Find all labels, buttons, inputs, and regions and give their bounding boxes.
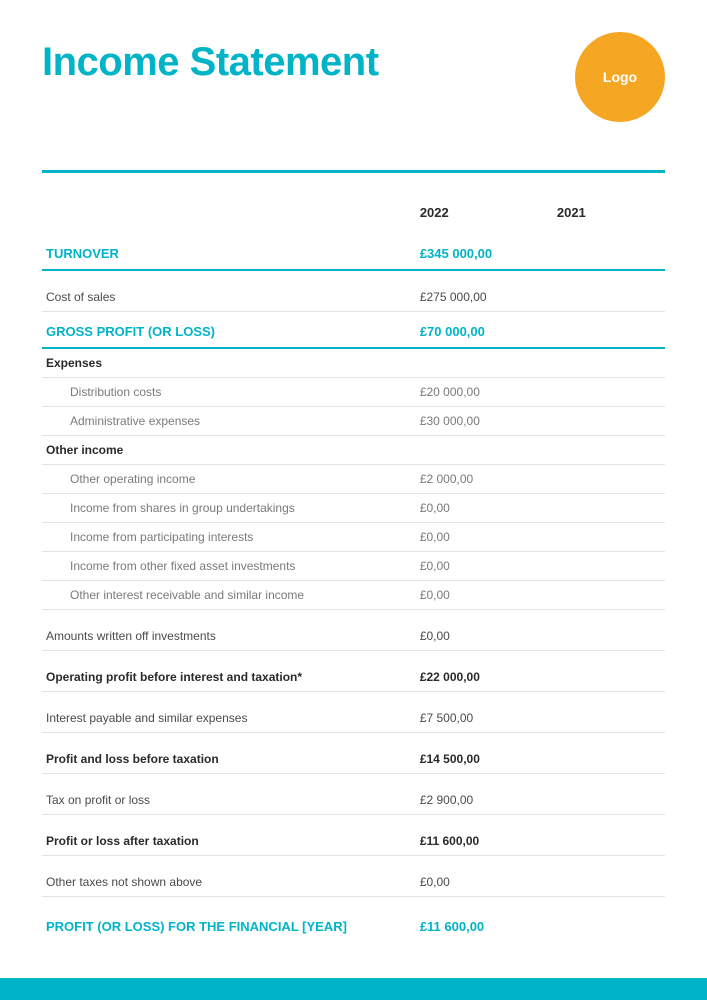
income-statement-page: Income Statement Logo 2022 2021 TURNOVER… — [0, 0, 707, 1000]
final-profit-row: PROFIT (OR LOSS) FOR THE FINANCIAL [YEAR… — [42, 897, 665, 942]
amounts-written-off-row: Amounts written off investments £0,00 — [42, 622, 665, 651]
tax-row: Tax on profit or loss £2 900,00 — [42, 786, 665, 815]
pl-before-tax-row: Profit and loss before taxation £14 500,… — [42, 745, 665, 774]
year-1: 2022 — [416, 197, 553, 234]
income-participating-row: Income from participating interests £0,0… — [42, 523, 665, 552]
other-taxes-row: Other taxes not shown above £0,00 — [42, 868, 665, 897]
pl-after-tax-row: Profit or loss after taxation £11 600,00 — [42, 827, 665, 856]
footer-bar — [0, 978, 707, 1000]
turnover-row: TURNOVER £345 000,00 — [42, 234, 665, 270]
distribution-row: Distribution costs £20 000,00 — [42, 378, 665, 407]
operating-profit-row: Operating profit before interest and tax… — [42, 663, 665, 692]
income-fixed-asset-row: Income from other fixed asset investment… — [42, 552, 665, 581]
expenses-header-row: Expenses — [42, 348, 665, 378]
logo-text: Logo — [603, 69, 637, 85]
other-operating-row: Other operating income £2 000,00 — [42, 465, 665, 494]
year-2: 2021 — [553, 197, 665, 234]
other-interest-row: Other interest receivable and similar in… — [42, 581, 665, 610]
interest-payable-row: Interest payable and similar expenses £7… — [42, 704, 665, 733]
cost-of-sales-row: Cost of sales £275 000,00 — [42, 283, 665, 312]
income-shares-row: Income from shares in group undertakings… — [42, 494, 665, 523]
income-table: 2022 2021 TURNOVER £345 000,00 Cost of s… — [42, 197, 665, 941]
page-title: Income Statement — [42, 40, 379, 85]
admin-row: Administrative expenses £30 000,00 — [42, 407, 665, 436]
top-divider — [42, 170, 665, 173]
header: Income Statement Logo — [42, 40, 665, 122]
logo-badge: Logo — [575, 32, 665, 122]
year-header-row: 2022 2021 — [42, 197, 665, 234]
other-income-header-row: Other income — [42, 436, 665, 465]
gross-profit-row: GROSS PROFIT (OR LOSS) £70 000,00 — [42, 312, 665, 349]
